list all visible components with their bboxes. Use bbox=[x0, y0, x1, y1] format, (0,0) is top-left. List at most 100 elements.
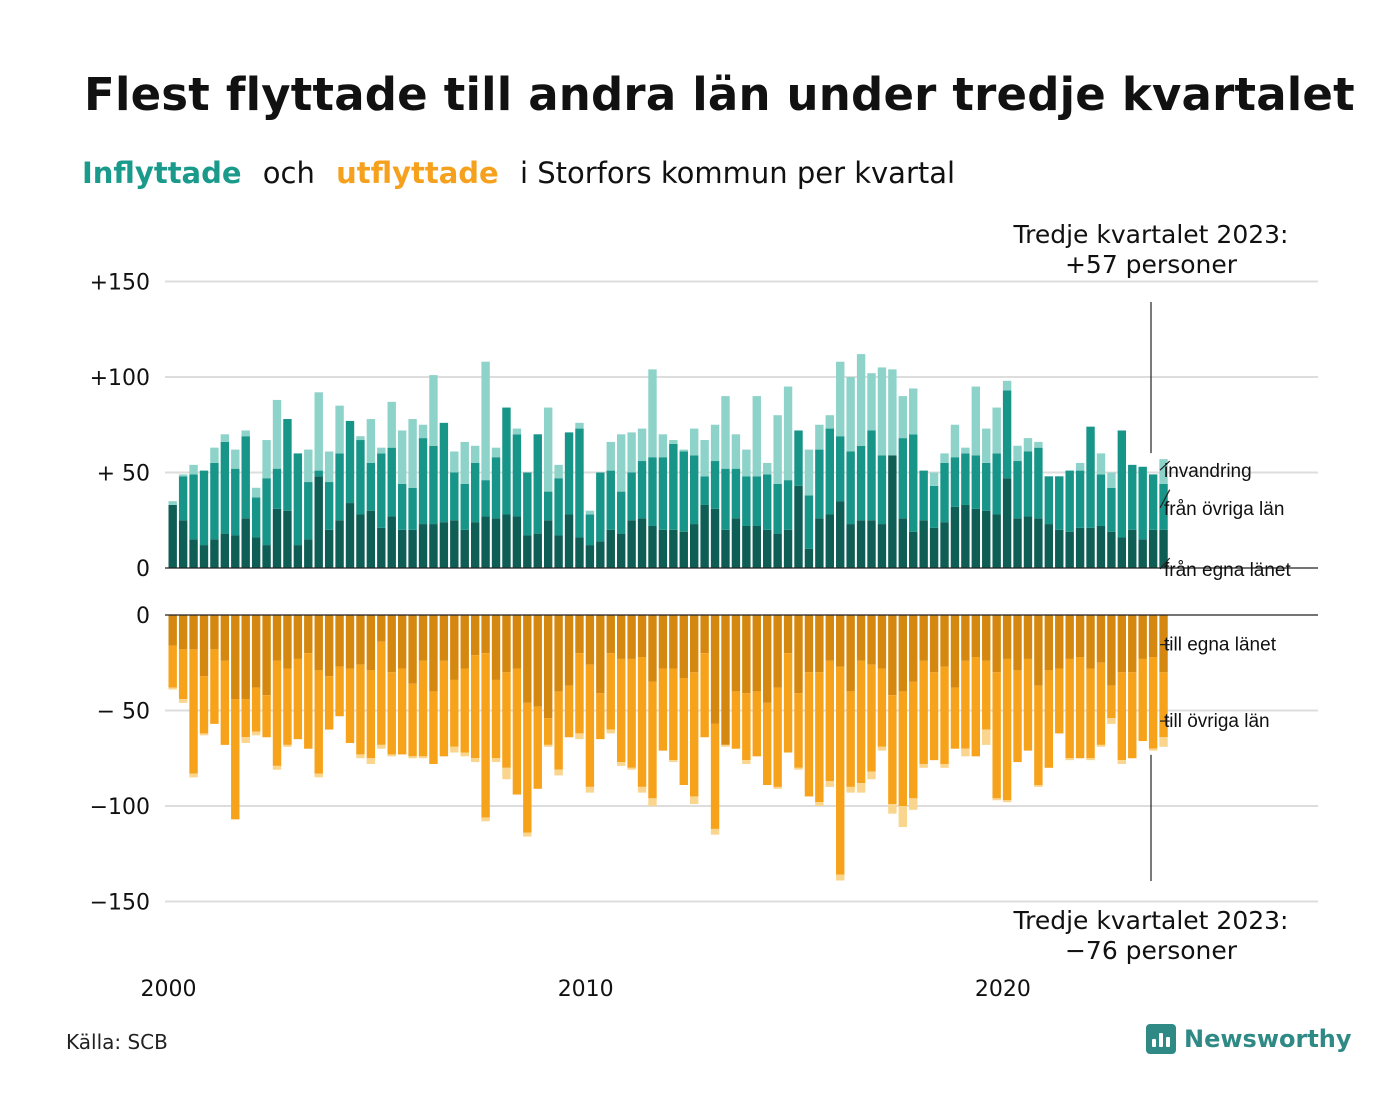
y-tick-label: − 50 bbox=[97, 700, 150, 725]
bar-out-1 bbox=[731, 691, 741, 749]
bar-out-1 bbox=[1055, 668, 1064, 734]
series-label-in: invandring bbox=[1164, 461, 1252, 482]
bar-out-1 bbox=[763, 702, 772, 785]
bar-in-1 bbox=[1117, 430, 1127, 538]
bar-in-2 bbox=[950, 424, 960, 458]
bar-out-0 bbox=[700, 615, 709, 654]
bar-in-0 bbox=[251, 537, 261, 568]
bar-out-0 bbox=[262, 615, 271, 696]
bar-out-1 bbox=[658, 668, 668, 751]
bar-in-0 bbox=[585, 545, 595, 568]
bar-out-2 bbox=[189, 773, 198, 778]
axes: +150 +100 + 50 0 0 − 50 −100 −150 2000 2010 2020 in… bbox=[90, 271, 1318, 1002]
bar-out-1 bbox=[1065, 658, 1074, 759]
bar-out-1 bbox=[168, 645, 177, 688]
bar-out-1 bbox=[460, 668, 469, 753]
bar-out-2 bbox=[408, 756, 417, 759]
bar-in-0 bbox=[773, 533, 782, 568]
bar-out-0 bbox=[919, 615, 928, 661]
bar-in-0 bbox=[199, 545, 209, 568]
bar-out-1 bbox=[1034, 685, 1043, 785]
bar-in-1 bbox=[231, 468, 240, 536]
bar-in-1 bbox=[272, 468, 282, 509]
bar-in-0 bbox=[450, 520, 459, 568]
bar-in-1 bbox=[491, 457, 501, 519]
bar-out-0 bbox=[314, 615, 323, 671]
bar-out-0 bbox=[178, 615, 188, 650]
bar-in-0 bbox=[408, 529, 417, 568]
bar-in-0 bbox=[418, 524, 428, 568]
bar-in-2 bbox=[418, 424, 428, 439]
bar-in-1 bbox=[345, 420, 355, 504]
bar-out-0 bbox=[616, 615, 626, 659]
bar-out-0 bbox=[596, 615, 605, 694]
bar-out-1 bbox=[637, 657, 647, 787]
annotation-top-text: +57 personer bbox=[1065, 250, 1238, 279]
bar-out-1 bbox=[533, 706, 542, 789]
bar-in-2 bbox=[1013, 445, 1022, 462]
bar-out-0 bbox=[1075, 615, 1085, 658]
bar-in-1 bbox=[1013, 461, 1022, 519]
bar-out-1 bbox=[199, 676, 209, 734]
bar-in-2 bbox=[992, 407, 1001, 454]
bar-in-0 bbox=[502, 514, 511, 568]
bar-out-2 bbox=[178, 699, 188, 703]
bar-in-2 bbox=[731, 434, 741, 469]
bar-out-0 bbox=[543, 615, 553, 719]
bar-out-0 bbox=[1148, 615, 1158, 658]
bar-out-2 bbox=[251, 731, 261, 736]
bar-out-1 bbox=[429, 691, 438, 764]
bar-in-2 bbox=[648, 369, 657, 458]
grid-lines bbox=[165, 280, 1318, 903]
bar-in-2 bbox=[554, 464, 563, 479]
bar-in-0 bbox=[679, 531, 688, 568]
bar-out-0 bbox=[637, 615, 647, 658]
bar-in-1 bbox=[324, 482, 334, 530]
bar-in-2 bbox=[272, 399, 282, 469]
bar-in-0 bbox=[241, 518, 250, 568]
bar-in-0 bbox=[1065, 531, 1074, 568]
bar-out-1 bbox=[251, 687, 261, 732]
bar-out-2 bbox=[616, 762, 626, 766]
bar-out-1 bbox=[377, 641, 386, 745]
bar-in-0 bbox=[836, 501, 845, 568]
bar-out-1 bbox=[804, 672, 814, 797]
bar-in-2 bbox=[982, 428, 991, 463]
bar-out-0 bbox=[950, 615, 960, 688]
bar-in-1 bbox=[543, 491, 553, 521]
bar-out-1 bbox=[888, 695, 897, 805]
bar-in-1 bbox=[763, 474, 772, 530]
bar-out-0 bbox=[773, 615, 782, 688]
bar-out-2 bbox=[272, 765, 282, 770]
bar-in-1 bbox=[564, 432, 574, 515]
bar-in-1 bbox=[283, 419, 292, 511]
bar-out-1 bbox=[1086, 668, 1095, 759]
bar-in-1 bbox=[783, 480, 793, 530]
subtitle-rest: i Storfors kommun per kvartal bbox=[519, 156, 956, 190]
bar-in-1 bbox=[366, 462, 376, 511]
bar-out-1 bbox=[366, 670, 376, 759]
bar-out-0 bbox=[742, 615, 751, 694]
bar-in-2 bbox=[1034, 441, 1043, 448]
bar-in-1 bbox=[648, 457, 657, 526]
bar-out-0 bbox=[867, 615, 876, 665]
bar-in-2 bbox=[690, 428, 699, 456]
series-label-in: från övriga län bbox=[1164, 499, 1284, 520]
bar-out-1 bbox=[627, 658, 636, 768]
bar-out-0 bbox=[293, 615, 303, 659]
bar-in-1 bbox=[1138, 466, 1147, 540]
bar-out-0 bbox=[1096, 615, 1106, 663]
bar-out-0 bbox=[1065, 615, 1074, 659]
bar-out-1 bbox=[210, 649, 219, 724]
bar-in-1 bbox=[314, 470, 323, 477]
bar-out-0 bbox=[1044, 615, 1054, 671]
bar-in-2 bbox=[669, 440, 678, 444]
bar-in-2 bbox=[262, 440, 271, 479]
bar-in-2 bbox=[929, 472, 939, 486]
bar-out-2 bbox=[669, 760, 678, 763]
bar-in-2 bbox=[470, 445, 480, 463]
bar-in-2 bbox=[220, 434, 230, 442]
bar-out-0 bbox=[231, 615, 240, 700]
bar-out-1 bbox=[825, 660, 834, 782]
bar-out-0 bbox=[856, 615, 866, 661]
